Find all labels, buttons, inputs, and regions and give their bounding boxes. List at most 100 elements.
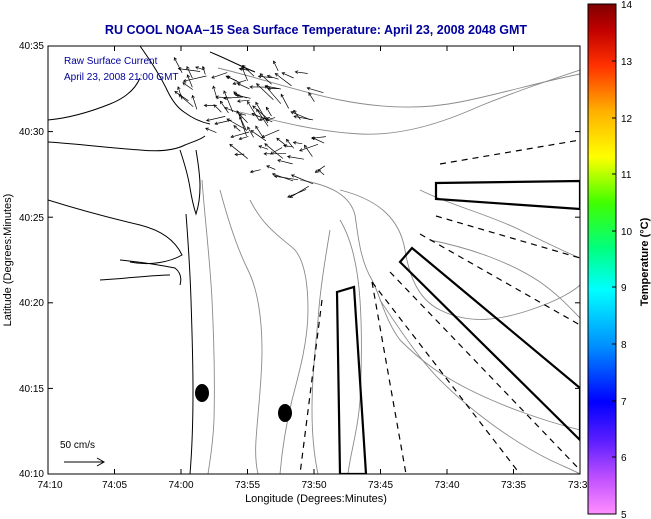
current-vector-head [242, 64, 246, 69]
current-vector [229, 144, 248, 159]
current-vector [281, 72, 294, 79]
coast-navesink [99, 274, 171, 281]
colorbar-gradient [587, 3, 617, 515]
y-tick-label: 40:30 [19, 127, 44, 138]
current-vector [239, 68, 249, 71]
current-vector-head [264, 143, 268, 147]
current-vector-head [256, 83, 260, 87]
current-vector [283, 145, 293, 148]
y-axis-label: Latitude (Degrees:Minutes) [2, 194, 14, 327]
current-vector [251, 113, 273, 123]
contour-east-shelf-2 [429, 239, 580, 319]
current-vector [250, 169, 261, 173]
y-tick-label: 40:35 [19, 41, 44, 52]
current-vector-head [306, 86, 311, 91]
current-vectors [173, 57, 326, 198]
current-vector [272, 173, 294, 182]
current-vector [267, 75, 279, 80]
current-vector [223, 96, 243, 99]
current-vector-head [177, 86, 181, 90]
beam-dash-1 [439, 139, 580, 165]
current-vector [233, 79, 247, 85]
current-vector [266, 165, 276, 170]
current-vector [275, 73, 292, 87]
current-vector [258, 75, 273, 78]
current-vector [192, 95, 198, 110]
colorbar-tick-label: 6 [621, 453, 627, 464]
current-vector [211, 72, 228, 79]
beam-dash-5 [371, 281, 521, 474]
colorbar-tick-label: 8 [621, 340, 627, 351]
current-vector [259, 73, 272, 85]
current-vector-head [317, 169, 322, 173]
current-vector-head [255, 101, 259, 106]
x-axis: 74:10 74:05 74:00 73:55 73:50 73:45 73:4… [37, 46, 593, 505]
coast-rockaway [209, 51, 256, 73]
current-vector [220, 100, 229, 114]
current-vector-head [239, 113, 243, 118]
x-tick-label: 74:00 [168, 480, 193, 491]
current-vector [242, 65, 255, 77]
colorbar-tick-label: 10 [621, 227, 633, 238]
current-vector-head [234, 152, 238, 157]
current-vector [293, 110, 301, 120]
x-tick-label: 73:45 [368, 480, 393, 491]
current-vector-head [247, 126, 251, 131]
current-vector [290, 111, 311, 121]
x-tick-label: 73:40 [434, 480, 459, 491]
current-vector-head [272, 60, 277, 65]
contour-shelf-2 [239, 69, 580, 135]
current-vector [295, 71, 308, 74]
current-vector-head [225, 75, 230, 79]
current-vector [177, 86, 183, 100]
y-tick-label: 40:20 [19, 298, 44, 309]
x-tick-label: 74:05 [102, 480, 127, 491]
beam-dash-2 [435, 215, 580, 259]
x-tick-label: 74:10 [37, 480, 62, 491]
current-vector [250, 130, 267, 142]
current-vector-head [249, 169, 254, 174]
current-vector-head [261, 134, 266, 138]
current-vector-head [294, 70, 299, 74]
colorbar-label: Temperature (°C) [639, 217, 651, 306]
current-vector-head [182, 82, 186, 86]
x-tick-label: 73:55 [235, 480, 260, 491]
colorbar-tick-label: 14 [621, 0, 633, 11]
contour-hudson-east [339, 189, 580, 320]
current-vector [186, 66, 193, 79]
chart-title: RU COOL NOAA–15 Sea Surface Temperature:… [105, 23, 528, 37]
current-vector-head [293, 115, 297, 119]
current-vector-head [205, 127, 209, 131]
current-vector [202, 66, 206, 75]
current-vector [261, 129, 280, 138]
current-vector [205, 127, 217, 133]
current-vector-head [250, 130, 255, 134]
current-vector [287, 189, 307, 198]
current-vector-head [191, 94, 195, 99]
x-tick-label: 73:35 [501, 480, 526, 491]
radar-beams [299, 139, 580, 474]
current-vector-head [258, 117, 263, 122]
current-vector-head [212, 85, 216, 90]
current-vector-head [274, 73, 279, 77]
current-vector [173, 57, 183, 73]
current-vector-head [223, 90, 227, 94]
current-vector-head [195, 66, 199, 70]
current-vector [311, 137, 325, 144]
contour-outer-shelf [217, 67, 580, 108]
current-vector-head [281, 72, 286, 76]
current-vector [230, 131, 250, 138]
current-vector-head [229, 143, 233, 148]
colorbar-tick-label: 5 [621, 510, 627, 519]
map-plot: Raw Surface Current April 23, 2008 21:00… [48, 46, 580, 474]
coast-long-island-shore [48, 135, 206, 152]
current-vector [264, 143, 284, 159]
current-vector [315, 165, 326, 173]
current-vector-head [285, 138, 290, 143]
current-vector [239, 136, 249, 140]
current-vector-head [203, 103, 208, 108]
y-tick-label: 40:25 [19, 213, 44, 224]
coast-raritan-inner [48, 199, 183, 265]
current-vector-head [238, 115, 243, 120]
